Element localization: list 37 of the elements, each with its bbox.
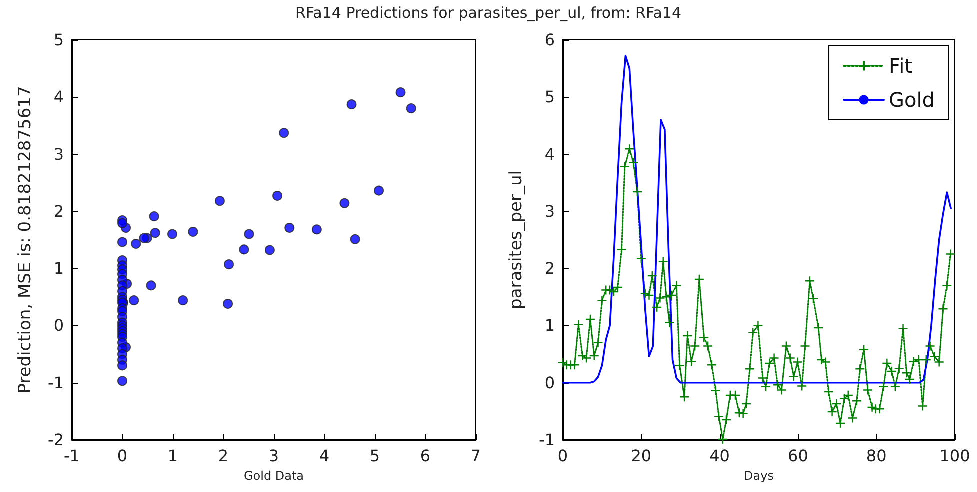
x-tick-label: 20 — [631, 446, 652, 466]
y-tick-label: 0 — [54, 316, 64, 336]
x-tick-label: 2 — [218, 446, 229, 466]
y-axis-title: parasites_per_ul — [506, 170, 526, 310]
x-tick-label: 80 — [866, 446, 887, 466]
y-tick-label: 6 — [544, 30, 555, 50]
x-tick-label: 0 — [117, 446, 128, 466]
y-tick-label: 4 — [54, 88, 64, 107]
y-tick-label: 4 — [544, 144, 555, 164]
x-tick-label: 0 — [558, 446, 568, 466]
y-tick-label: 2 — [544, 259, 555, 278]
y-tick-label: 5 — [54, 30, 64, 50]
x-tick-label: 60 — [788, 446, 808, 466]
x-tick-label: 40 — [710, 446, 730, 466]
y-tick-label: -1 — [539, 430, 555, 450]
chart-title: RFa14 Predictions for parasites_per_ul, from: RFa14 — [294, 4, 682, 22]
y-tick-label: -2 — [48, 430, 64, 450]
x-axis-title: Days — [744, 469, 774, 483]
y-tick-label: 3 — [544, 202, 555, 221]
y-tick-label: 5 — [544, 88, 555, 107]
y-axis-title: Prediction, MSE is: 0.818212875617 — [16, 86, 36, 394]
x-tick-label: 1 — [168, 446, 178, 466]
y-tick-label: 0 — [544, 373, 555, 392]
x-tick-label: 3 — [268, 446, 280, 466]
legend-label: Gold — [889, 88, 936, 112]
x-tick-label: 5 — [370, 446, 380, 466]
y-tick-label: 1 — [54, 259, 64, 278]
y-tick-label: 2 — [54, 202, 64, 221]
x-axis-title: Gold Data — [244, 469, 304, 483]
y-tick-label: -1 — [48, 373, 64, 392]
x-tick-label: 7 — [470, 446, 482, 466]
x-tick-label: 100 — [940, 446, 970, 466]
legend-label: Fit — [889, 54, 913, 78]
y-tick-label: 1 — [544, 316, 555, 336]
x-tick-label: 6 — [420, 446, 431, 466]
x-tick-label: 4 — [319, 446, 330, 466]
y-tick-label: 3 — [54, 144, 64, 164]
